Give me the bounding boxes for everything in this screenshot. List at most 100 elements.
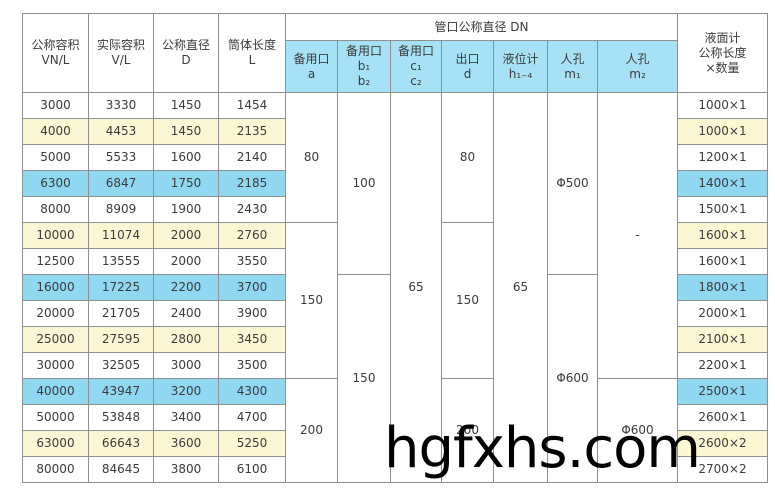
cell-actual-volume: 84645 [88,456,154,483]
cell-length: 5250 [218,430,286,457]
cell-outlet-d-merged: 200 [441,378,494,483]
cell-length: 2135 [218,118,286,145]
cell-diameter: 3400 [153,404,219,431]
cell-diameter: 2400 [153,300,219,327]
cell-nominal-volume: 40000 [22,378,89,405]
cell-gauge-length: 1500×1 [677,196,768,223]
cell-spare-a-merged: 150 [285,222,338,379]
cell-nominal-volume: 10000 [22,222,89,249]
header-manhole-m2: 人孔 m₂ [597,40,678,93]
cell-nominal-volume: 25000 [22,326,89,353]
cell-gauge-length: 2100×1 [677,326,768,353]
cell-manhole-m2-merged: Φ600 [597,378,678,483]
cell-diameter: 2200 [153,274,219,301]
cell-nominal-volume: 63000 [22,430,89,457]
header-manhole-m1: 人孔 m₁ [547,40,598,93]
header-level-gauge-h: 液位计 h₁₋₄ [493,40,548,93]
cell-nominal-volume: 16000 [22,274,89,301]
table-row: 40000 43947 3200 4300 200 200 Φ600 2500×… [22,378,768,483]
cell-outlet-d-merged: 80 [441,92,494,223]
cell-gauge-length: 1600×1 [677,248,768,275]
cell-gauge-length: 1400×1 [677,170,768,197]
header-gauge-length: 液面计 公称长度 ×数量 [677,13,768,93]
cell-actual-volume: 4453 [88,118,154,145]
cell-diameter: 1900 [153,196,219,223]
cell-diameter: 1750 [153,170,219,197]
header-nominal-diameter: 公称直径 D [153,13,219,93]
cell-spare-a-merged: 200 [285,378,338,483]
cell-nominal-volume: 12500 [22,248,89,275]
cell-diameter: 3200 [153,378,219,405]
cell-spare-a-merged: 80 [285,92,338,223]
cell-nominal-volume: 80000 [22,456,89,483]
cell-spare-c-merged: 65 [390,92,442,483]
cell-diameter: 3800 [153,456,219,483]
cell-manhole-m1-merged: Φ500 [547,92,598,275]
header-spare-port-c: 备用口 c₁ c₂ [390,40,442,93]
cell-gauge-length: 2000×1 [677,300,768,327]
table-row: 16000 17225 2200 3700 150 Φ600 1800×1 [22,274,768,483]
cell-length: 1454 [218,92,286,119]
cell-actual-volume: 21705 [88,300,154,327]
cell-length: 4300 [218,378,286,405]
header-row-sub: 备用口 a 备用口 b₁ b₂ 备用口 c₁ c₂ 出口 d 液位计 h₁₋₄ … [23,40,768,93]
table-row: 25000 27595 2800 3450 2100×1 [22,326,768,353]
cell-actual-volume: 66643 [88,430,154,457]
cell-gauge-length: 2600×2 [677,430,768,457]
cell-length: 2185 [218,170,286,197]
header-outlet-d: 出口 d [441,40,494,93]
cell-gauge-length: 1800×1 [677,274,768,301]
table-row: 8000 8909 1900 2430 1500×1 [22,196,768,223]
cell-manhole-m1-merged: Φ600 [547,274,598,483]
cell-diameter: 1450 [153,92,219,119]
cell-actual-volume: 32505 [88,352,154,379]
table-row: 30000 32505 3000 3500 2200×1 [22,352,768,379]
header-spare-port-a: 备用口 a [285,40,338,93]
table-row: 20000 21705 2400 3900 2000×1 [22,300,768,327]
header-actual-volume: 实际容积 V/L [88,13,154,93]
cell-actual-volume: 43947 [88,378,154,405]
cell-gauge-length: 1600×1 [677,222,768,249]
cell-outlet-d-merged: 150 [441,222,494,379]
cell-gauge-length: 1000×1 [677,118,768,145]
header-shell-length: 筒体长度 L [218,13,286,93]
header-nominal-volume: 公称容积 VN/L [22,13,89,93]
table-row: 3000 3330 1450 1454 80 100 65 80 65 Φ500… [22,92,768,483]
cell-diameter: 1450 [153,118,219,145]
watermark-text: hgfxhs.com [384,416,701,481]
cell-diameter: 3600 [153,430,219,457]
cell-diameter: 2000 [153,222,219,249]
table-row: 4000 4453 1450 2135 1000×1 [22,118,768,145]
table-row: 80000 84645 3800 6100 2700×2 [22,456,768,483]
header-row-top: 公称容积 VN/L 实际容积 V/L 公称直径 D 筒体长度 L 管口公称直径 … [22,13,768,93]
cell-gauge-length: 2500×1 [677,378,768,405]
cell-nominal-volume: 6300 [22,170,89,197]
tank-spec-table: 公称容积 VN/L 实际容积 V/L 公称直径 D 筒体长度 L 管口公称直径 … [22,13,768,483]
cell-actual-volume: 13555 [88,248,154,275]
cell-nominal-volume: 4000 [22,118,89,145]
cell-length: 2760 [218,222,286,249]
cell-spare-b-merged: 100 [337,92,391,275]
cell-manhole-m2-merged: - [597,92,678,379]
cell-length: 6100 [218,456,286,483]
cell-actual-volume: 3330 [88,92,154,119]
cell-diameter: 3000 [153,352,219,379]
cell-actual-volume: 5533 [88,144,154,171]
header-spare-port-b: 备用口 b₁ b₂ [337,40,391,93]
cell-nominal-volume: 50000 [22,404,89,431]
cell-gauge-length: 2600×1 [677,404,768,431]
cell-spare-b-merged: 150 [337,274,391,483]
cell-actual-volume: 17225 [88,274,154,301]
cell-actual-volume: 11074 [88,222,154,249]
cell-nominal-volume: 8000 [22,196,89,223]
cell-gauge-length: 2700×2 [677,456,768,483]
cell-length: 3550 [218,248,286,275]
cell-diameter: 2000 [153,248,219,275]
cell-actual-volume: 27595 [88,326,154,353]
cell-actual-volume: 6847 [88,170,154,197]
cell-gauge-length: 2200×1 [677,352,768,379]
cell-length: 3500 [218,352,286,379]
cell-nominal-volume: 3000 [22,92,89,119]
cell-actual-volume: 8909 [88,196,154,223]
